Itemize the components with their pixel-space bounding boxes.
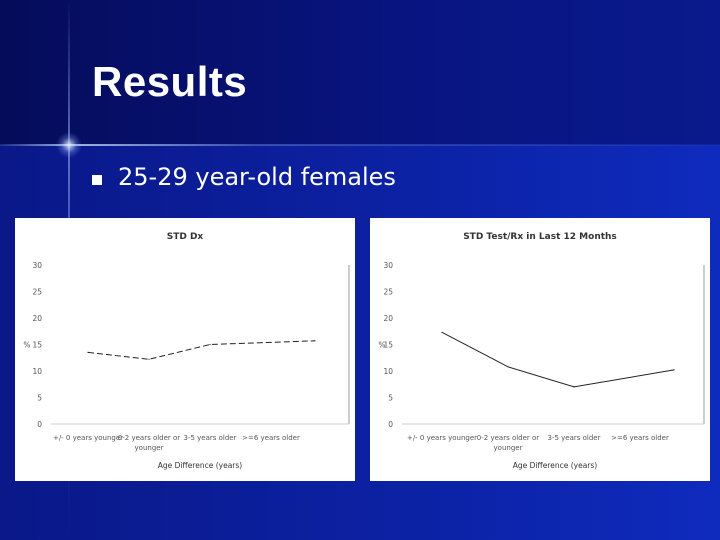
x-tick-label: 3-5 years older	[183, 434, 236, 442]
data-point	[209, 343, 211, 346]
y-tick-label: 0	[37, 420, 42, 429]
chart-panel-std-dx: STD Dx 0 5 10 15 20 25 30% +/- 0 years younger 0-…	[15, 218, 355, 481]
y-axis-label: %	[23, 341, 30, 350]
chart-std-dx: STD Dx 0 5 10 15 20 25 30% +/- 0 years younger0-…	[23, 232, 350, 470]
y-axis-label: %	[378, 341, 385, 350]
x-axis-label: Age Difference (years)	[513, 461, 598, 470]
y-tick-label: 10	[32, 367, 42, 376]
x-tick-label: 3-5 years older	[547, 434, 600, 442]
y-tick-label: 5	[388, 394, 393, 403]
bullet-text: 25-29 year-old females	[118, 163, 396, 191]
y-tick-label: 15	[32, 341, 42, 350]
x-tick-label: +/- 0 years younger	[53, 434, 123, 442]
y-tick-label: 10	[383, 367, 393, 376]
y-tick-label: 30	[383, 261, 393, 270]
y-tick-label: 25	[32, 288, 42, 297]
series-line	[441, 331, 675, 388]
header-background	[0, 0, 720, 145]
x-axis-label: Age Difference (years)	[158, 461, 243, 470]
y-tick-label: 15	[383, 341, 393, 350]
y-tick-label: 0	[388, 420, 393, 429]
x-tick-label: younger	[494, 444, 523, 452]
chart-std-test-rx: STD Test/Rx in Last 12 Months 0 5 10 15 20 25 3…	[378, 232, 705, 470]
bullet-square-icon	[92, 175, 102, 185]
chart-title: STD Dx	[167, 232, 204, 242]
data-point	[314, 340, 316, 342]
x-tick-label: +/- 0 years younger	[407, 434, 477, 442]
y-tick-label: 30	[32, 261, 42, 270]
y-tick-label: 20	[32, 314, 42, 323]
data-point	[87, 351, 89, 353]
series-line	[87, 340, 316, 360]
decorative-flare-core	[56, 132, 82, 158]
data-point	[148, 358, 150, 360]
chart-title: STD Test/Rx in Last 12 Months	[463, 232, 617, 242]
decorative-flare-horizontal	[0, 144, 720, 146]
slide-title: Results	[92, 58, 248, 105]
x-tick-label: >=6 years older	[242, 434, 300, 442]
x-tick-label: >=6 years older	[611, 434, 669, 442]
data-point	[573, 386, 575, 388]
data-point	[441, 331, 443, 333]
data-point	[673, 369, 675, 371]
y-tick-label: 25	[383, 288, 393, 297]
x-tick-label: 0-2 years older or	[477, 434, 540, 442]
chart-panel-std-test: STD Test/Rx in Last 12 Months 0 5 10 15 20 25 3…	[370, 218, 710, 481]
x-tick-label: 0-2 years older or	[118, 434, 181, 442]
data-point	[507, 366, 509, 368]
x-tick-label: younger	[135, 444, 164, 452]
y-tick-label: 20	[383, 314, 393, 323]
y-tick-label: 5	[37, 394, 42, 403]
